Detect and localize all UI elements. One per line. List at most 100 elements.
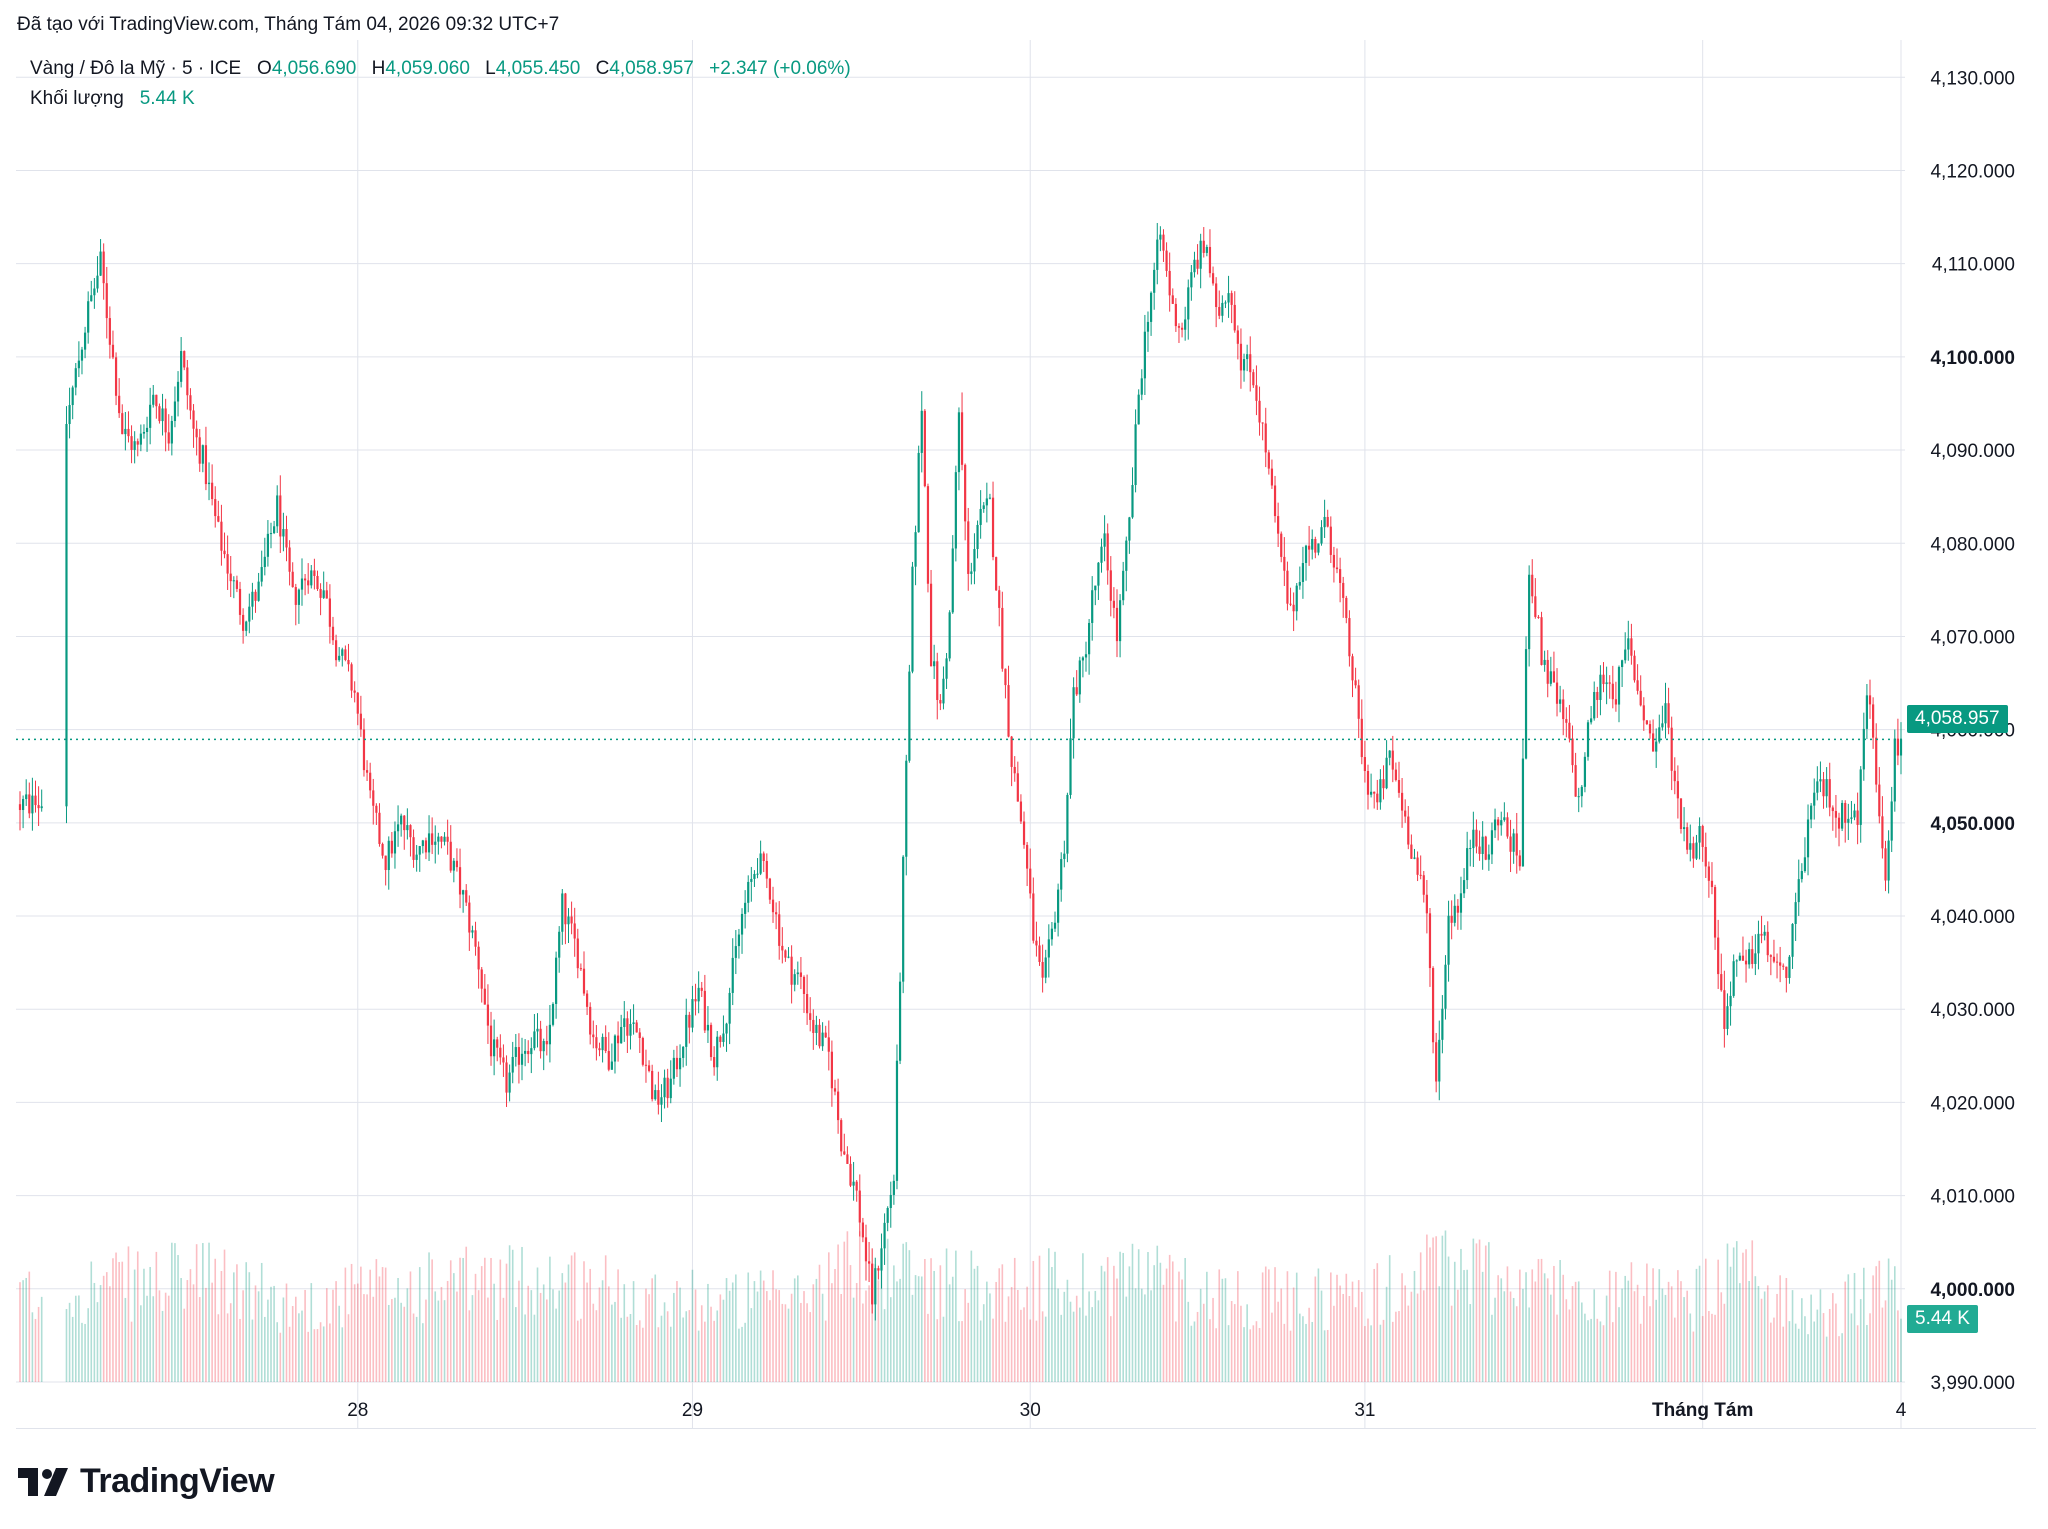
volume-bar bbox=[1850, 1313, 1853, 1382]
candle-body bbox=[282, 529, 285, 537]
candle-body bbox=[1335, 567, 1339, 570]
volume-bar bbox=[217, 1314, 220, 1382]
candle-body bbox=[1819, 779, 1822, 782]
volume-bar bbox=[1602, 1325, 1605, 1382]
volume-bar bbox=[99, 1285, 102, 1382]
volume-bar bbox=[905, 1242, 908, 1382]
volume-bar bbox=[1568, 1309, 1571, 1382]
volume-bar bbox=[735, 1274, 737, 1382]
candle-body bbox=[1636, 680, 1639, 691]
candle-body bbox=[471, 930, 474, 933]
y-tick-label: 4,010.000 bbox=[1930, 1187, 2015, 1208]
volume-bar bbox=[533, 1314, 536, 1382]
candle-body bbox=[589, 1006, 592, 1035]
candle-body bbox=[663, 1077, 666, 1098]
volume-bar bbox=[198, 1297, 201, 1382]
candle-body bbox=[1785, 966, 1788, 978]
candle-body bbox=[176, 381, 180, 402]
volume-bar bbox=[68, 1302, 71, 1382]
volume-bar bbox=[1391, 1321, 1394, 1382]
tradingview-logo-text: TradingView bbox=[80, 1462, 275, 1500]
volume-legend-label[interactable]: Khối lượng bbox=[30, 88, 124, 109]
volume-bar bbox=[205, 1287, 207, 1382]
candle-body bbox=[152, 394, 155, 405]
candle-body bbox=[1388, 750, 1391, 758]
candle-body bbox=[65, 424, 68, 807]
candle-body bbox=[229, 573, 232, 582]
candle-body bbox=[1317, 543, 1320, 553]
volume-bar bbox=[112, 1258, 114, 1382]
candle-body bbox=[1103, 533, 1106, 547]
volume-bar bbox=[936, 1319, 939, 1382]
candle-body bbox=[629, 1023, 632, 1036]
volume-bar bbox=[264, 1316, 266, 1382]
candle-body bbox=[1524, 649, 1528, 759]
candle-body bbox=[536, 1028, 539, 1032]
candle-body bbox=[1004, 668, 1007, 686]
volume-bar bbox=[71, 1316, 74, 1382]
volume-bar bbox=[654, 1274, 657, 1382]
volume-bar bbox=[948, 1284, 951, 1382]
candle-body bbox=[502, 1057, 505, 1063]
volume-bar bbox=[1286, 1271, 1289, 1382]
volume-bar bbox=[233, 1272, 235, 1382]
volume-bar bbox=[1258, 1327, 1261, 1382]
candle-body bbox=[682, 1046, 685, 1058]
candle-body bbox=[1639, 690, 1642, 706]
candle-body bbox=[1211, 273, 1215, 284]
candle-body bbox=[1007, 685, 1010, 737]
volume-bar bbox=[1742, 1252, 1744, 1382]
volume-bar bbox=[344, 1267, 347, 1382]
volume-bar bbox=[725, 1278, 728, 1382]
candle-body bbox=[431, 833, 434, 845]
candle-body bbox=[1779, 962, 1782, 966]
candle-body bbox=[1339, 569, 1342, 583]
volume-bar bbox=[437, 1300, 440, 1382]
volume-bar bbox=[1379, 1324, 1382, 1382]
candle-body bbox=[775, 912, 778, 915]
time-axis[interactable]: 28 29 30 31 Tháng Tám 4 bbox=[347, 1400, 1907, 1421]
candle-body bbox=[1651, 733, 1655, 752]
volume-bar bbox=[874, 1264, 877, 1382]
candle-body bbox=[657, 1090, 660, 1105]
volume-bar bbox=[1801, 1298, 1803, 1382]
volume-bar bbox=[642, 1327, 644, 1382]
candle-body bbox=[427, 833, 431, 853]
volume-bar bbox=[542, 1284, 545, 1382]
candle-body bbox=[334, 640, 338, 661]
volume-bar bbox=[1571, 1286, 1574, 1382]
candle-body bbox=[291, 571, 294, 588]
candle-body bbox=[331, 626, 335, 641]
candle-body bbox=[688, 1014, 691, 1028]
candle-body bbox=[1806, 819, 1810, 858]
candle-body bbox=[703, 990, 706, 1031]
candle-body bbox=[499, 1047, 502, 1058]
volume-bar bbox=[858, 1231, 861, 1382]
candle-body bbox=[964, 464, 967, 522]
candle-body bbox=[1215, 283, 1218, 308]
volume-bar bbox=[1590, 1318, 1592, 1382]
candle-body bbox=[517, 1047, 521, 1065]
volume-bar bbox=[242, 1290, 244, 1382]
candle-body bbox=[967, 521, 970, 574]
volume-bar bbox=[1419, 1252, 1422, 1382]
candle-body bbox=[1552, 671, 1556, 683]
candle-body bbox=[446, 836, 449, 842]
volume-bar bbox=[356, 1283, 359, 1382]
volume-bar bbox=[96, 1302, 99, 1382]
price-axis[interactable]: 4,130.000 4,120.000 4,110.000 4,100.000 4,09… bbox=[1930, 68, 2015, 1394]
candle-body bbox=[678, 1057, 682, 1070]
y-tick-label: 4,070.000 bbox=[1930, 627, 2015, 648]
candle-body bbox=[706, 1024, 710, 1031]
candle-body bbox=[1810, 805, 1813, 820]
volume-bar bbox=[989, 1293, 991, 1382]
candle-body bbox=[1146, 321, 1150, 332]
candle-body bbox=[1642, 705, 1645, 721]
tradingview-logo[interactable]: TradingView bbox=[18, 1462, 275, 1501]
legend-symbol[interactable]: Vàng / Đô la Mỹ · 5 · ICE bbox=[30, 58, 242, 79]
candle-body bbox=[660, 1097, 663, 1105]
volume-bar bbox=[127, 1246, 130, 1382]
volume-bar bbox=[704, 1321, 706, 1382]
volume-bar bbox=[1704, 1258, 1707, 1382]
